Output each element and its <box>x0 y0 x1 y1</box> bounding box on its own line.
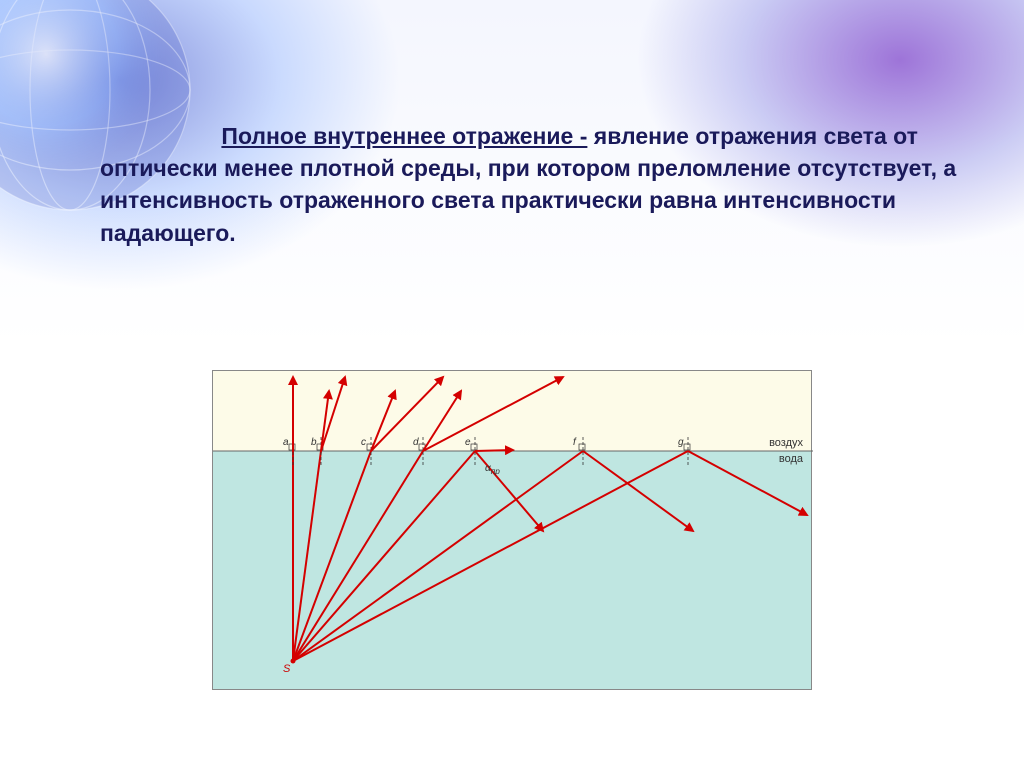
ray-point-label: e <box>465 437 471 448</box>
alpha-label: αпр <box>485 463 500 476</box>
ray-point-label: d <box>413 437 419 448</box>
ray-point-label: f <box>573 437 576 448</box>
water-label: вода <box>779 453 803 465</box>
ray-point-label: a <box>283 437 289 448</box>
source-label: S <box>283 663 290 675</box>
ray-point-label: c <box>361 437 366 448</box>
ray-point-label: b <box>311 437 317 448</box>
definition-text: Полное внутреннее отражение - явление от… <box>100 120 984 249</box>
refraction-diagram: воздух вода S αпр a b c d e f g <box>212 370 812 690</box>
air-label: воздух <box>769 437 803 449</box>
term: Полное внутреннее отражение - <box>221 123 587 149</box>
ray-point-label: g <box>678 437 684 448</box>
rays-svg <box>213 371 813 691</box>
